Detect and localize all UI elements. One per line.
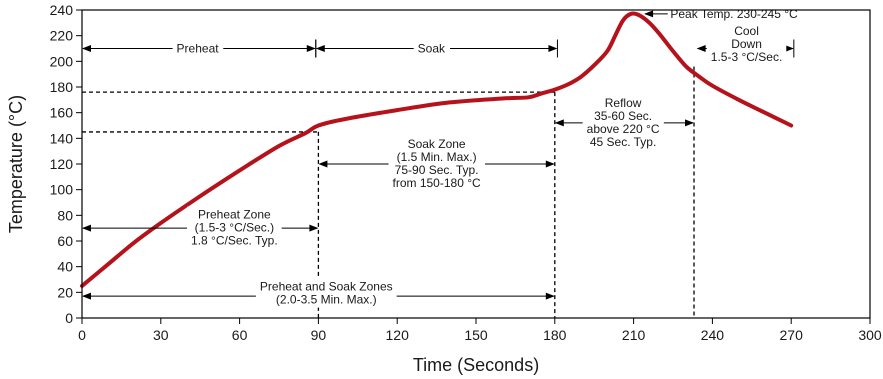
x-tick-label: 240 (701, 327, 725, 343)
y-tick-label: 20 (57, 284, 73, 300)
y-tick-label: 60 (57, 233, 73, 249)
annotation-preheat: Preheat (172, 40, 224, 57)
arrowhead (309, 224, 319, 232)
y-tick-label: 40 (57, 259, 73, 275)
y-tick-label: 240 (50, 2, 74, 18)
x-tick-label: 210 (622, 327, 646, 343)
annotation-line: Reflow (605, 96, 642, 110)
arrowhead (554, 119, 564, 127)
annotation-line: 35-60 Sec. (594, 109, 652, 123)
arrowhead (318, 160, 328, 168)
annotation-line: Preheat Zone (198, 208, 271, 222)
arrowhead (82, 292, 91, 300)
y-tick-label: 120 (50, 156, 74, 172)
x-tick-label: 150 (464, 327, 488, 343)
annotation-background (187, 206, 282, 249)
y-axis-title: Temperature (°C) (6, 95, 26, 233)
annotation-line: Soak Zone (408, 137, 466, 151)
y-tick-label: 0 (65, 310, 73, 326)
y-tick-label: 80 (57, 207, 73, 223)
annotation-background (388, 136, 486, 191)
arrowhead (644, 10, 654, 18)
arrowhead (545, 292, 555, 300)
annotation-line: Preheat and Soak Zones (260, 280, 393, 294)
annotation-line: Peak Temp. 230-245 °C (670, 7, 798, 21)
y-tick-label: 180 (50, 79, 74, 95)
y-axis-ticks: 0 20 40 60 80 100 120 140 160 180 200 220 240 (50, 2, 82, 326)
annotation-background (413, 40, 451, 57)
annotation-soak: Soak (413, 40, 451, 57)
annotation-preheat-zone: Preheat Zone(1.5-3 °C/Sec.)1.8 °C/Sec. T… (187, 206, 282, 249)
arrowhead (545, 160, 555, 168)
x-tick-label: 300 (858, 327, 882, 343)
x-axis-title: Time (Seconds) (413, 355, 539, 375)
arrowhead (315, 45, 325, 52)
arrowhead (306, 45, 316, 52)
annotation-line: (1.5 Min. Max.) (397, 150, 477, 164)
annotation-line: (2.0-3.5 Min. Max.) (276, 293, 377, 307)
annotation-line: Down (731, 37, 762, 51)
annotation-line: 45 Sec. Typ. (590, 135, 657, 149)
arrowhead (685, 119, 695, 127)
x-axis-ticks: 0 30 60 90 120 150 180 210 240 270 300 (78, 318, 882, 343)
annotation-line: 1.8 °C/Sec. Typ. (191, 234, 278, 248)
series-layer (80, 11, 794, 288)
y-tick-label: 220 (50, 28, 74, 44)
annotation-line: 1.5-3 °C/Sec. (711, 50, 783, 64)
x-tick-label: 120 (386, 327, 410, 343)
annotation-background (582, 94, 664, 150)
x-tick-label: 30 (153, 327, 169, 343)
arrowhead (82, 224, 91, 232)
y-tick-label: 160 (50, 105, 74, 121)
annotation-line: above 220 °C (587, 122, 660, 136)
x-tick-label: 90 (311, 327, 327, 343)
temperature-profile-line (80, 11, 794, 288)
x-tick-label: 180 (543, 327, 567, 343)
annotation-preheat-soak-zones: Preheat and Soak Zones(2.0-3.5 Min. Max.… (255, 278, 397, 308)
annotation-peak: Peak Temp. 230-245 °C (670, 7, 798, 21)
annotation-line: from 150-180 °C (393, 176, 482, 190)
y-tick-label: 140 (50, 130, 74, 146)
arrowhead (696, 45, 706, 52)
annotation-line: Preheat (177, 42, 220, 56)
annotation-line: Soak (418, 42, 446, 56)
arrowhead (82, 45, 91, 52)
y-tick-label: 100 (50, 182, 74, 198)
x-tick-label: 60 (232, 327, 248, 343)
annotation-line: Cool (734, 24, 759, 38)
annotation-background (255, 278, 397, 308)
annotation-background (172, 40, 224, 57)
annotation-line: 75-90 Sec. Typ. (395, 163, 479, 177)
annotation-background (706, 23, 787, 66)
arrowhead (784, 45, 794, 52)
y-tick-label: 200 (50, 53, 74, 69)
annotation-soak-zone: Soak Zone(1.5 Min. Max.)75-90 Sec. Typ.f… (388, 136, 486, 191)
x-tick-label: 0 (78, 327, 86, 343)
annotation-line: (1.5-3 °C/Sec.) (195, 221, 275, 235)
x-tick-label: 270 (780, 327, 804, 343)
arrowhead (548, 45, 558, 52)
